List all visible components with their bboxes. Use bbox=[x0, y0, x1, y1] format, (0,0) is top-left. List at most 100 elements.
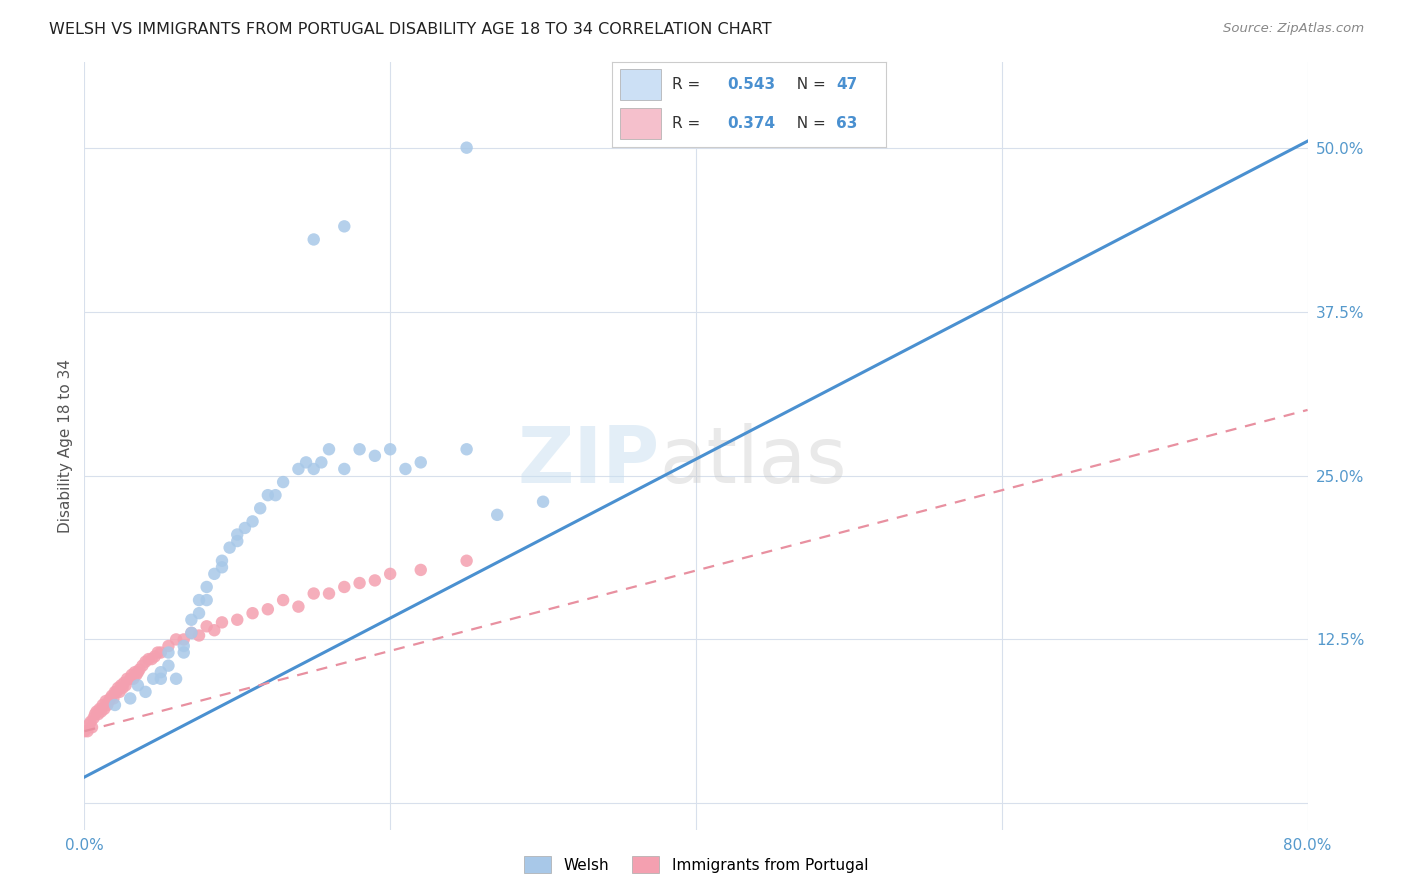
Point bbox=[127, 665, 149, 680]
Point bbox=[146, 646, 169, 660]
Point bbox=[233, 521, 256, 535]
Point bbox=[302, 232, 325, 246]
Point bbox=[103, 691, 125, 706]
Text: ZIP: ZIP bbox=[517, 424, 659, 500]
Point bbox=[226, 613, 249, 627]
Point bbox=[84, 707, 107, 722]
Point bbox=[242, 515, 264, 529]
Point bbox=[122, 672, 145, 686]
Point bbox=[456, 141, 478, 155]
Point bbox=[89, 702, 111, 716]
Point bbox=[128, 663, 150, 677]
Point bbox=[180, 625, 202, 640]
Point bbox=[226, 527, 249, 541]
Point bbox=[264, 488, 287, 502]
Text: R =: R = bbox=[672, 116, 704, 131]
Point bbox=[120, 672, 142, 686]
Point bbox=[165, 632, 187, 647]
Point bbox=[409, 455, 432, 469]
Point bbox=[188, 628, 211, 642]
Point bbox=[188, 606, 211, 620]
Point bbox=[90, 705, 112, 719]
Point bbox=[271, 593, 294, 607]
Point bbox=[125, 668, 148, 682]
Point bbox=[173, 632, 195, 647]
Point bbox=[318, 442, 340, 457]
Point bbox=[311, 455, 333, 469]
Point bbox=[149, 665, 172, 680]
Point bbox=[77, 717, 100, 731]
Point bbox=[91, 698, 114, 712]
Point bbox=[226, 534, 249, 549]
Text: N =: N = bbox=[787, 116, 831, 131]
Point bbox=[257, 602, 280, 616]
Text: 63: 63 bbox=[837, 116, 858, 131]
Point bbox=[180, 625, 202, 640]
Point bbox=[110, 678, 132, 692]
Point bbox=[79, 714, 101, 729]
Point bbox=[195, 580, 218, 594]
Point bbox=[486, 508, 509, 522]
Legend: Welsh, Immigrants from Portugal: Welsh, Immigrants from Portugal bbox=[517, 849, 875, 880]
Point bbox=[98, 691, 121, 706]
Point bbox=[107, 681, 129, 695]
Point bbox=[173, 646, 195, 660]
Point bbox=[302, 586, 325, 600]
Point bbox=[115, 672, 138, 686]
Point bbox=[157, 658, 180, 673]
Point bbox=[104, 698, 127, 712]
Point bbox=[349, 576, 371, 591]
Point bbox=[104, 685, 127, 699]
Point bbox=[149, 672, 172, 686]
Point bbox=[271, 475, 294, 489]
Point bbox=[211, 560, 233, 574]
Point bbox=[141, 652, 163, 666]
Point bbox=[218, 541, 240, 555]
Point bbox=[302, 462, 325, 476]
Point bbox=[249, 501, 271, 516]
Bar bbox=[620, 70, 661, 100]
Point bbox=[135, 655, 157, 669]
Point bbox=[242, 606, 264, 620]
Text: atlas: atlas bbox=[659, 424, 846, 500]
Point bbox=[257, 488, 280, 502]
Point bbox=[143, 649, 166, 664]
Point bbox=[135, 685, 157, 699]
Point bbox=[195, 619, 218, 633]
Point bbox=[138, 652, 160, 666]
Point bbox=[105, 685, 128, 699]
Text: 47: 47 bbox=[837, 77, 858, 92]
Point bbox=[73, 724, 96, 739]
Point bbox=[157, 646, 180, 660]
Point bbox=[93, 702, 115, 716]
Point bbox=[131, 658, 153, 673]
Point bbox=[333, 462, 356, 476]
Point bbox=[456, 554, 478, 568]
Y-axis label: Disability Age 18 to 34: Disability Age 18 to 34 bbox=[58, 359, 73, 533]
Point bbox=[76, 724, 98, 739]
Point bbox=[188, 593, 211, 607]
Text: 0.374: 0.374 bbox=[727, 116, 775, 131]
Point bbox=[173, 639, 195, 653]
Point bbox=[333, 580, 356, 594]
Point bbox=[96, 698, 118, 712]
Point bbox=[202, 624, 225, 638]
Point bbox=[456, 442, 478, 457]
Point bbox=[80, 720, 103, 734]
Point bbox=[97, 694, 120, 708]
Point bbox=[195, 593, 218, 607]
Point bbox=[287, 462, 309, 476]
Point bbox=[318, 586, 340, 600]
Point bbox=[111, 681, 134, 695]
Point bbox=[211, 554, 233, 568]
Text: Source: ZipAtlas.com: Source: ZipAtlas.com bbox=[1223, 22, 1364, 36]
Point bbox=[101, 689, 124, 703]
Point bbox=[394, 462, 416, 476]
Point bbox=[108, 685, 131, 699]
Point bbox=[287, 599, 309, 614]
Point bbox=[87, 707, 110, 722]
Point bbox=[86, 705, 108, 719]
Point bbox=[120, 691, 142, 706]
Point bbox=[157, 639, 180, 653]
Text: 0.543: 0.543 bbox=[727, 77, 775, 92]
